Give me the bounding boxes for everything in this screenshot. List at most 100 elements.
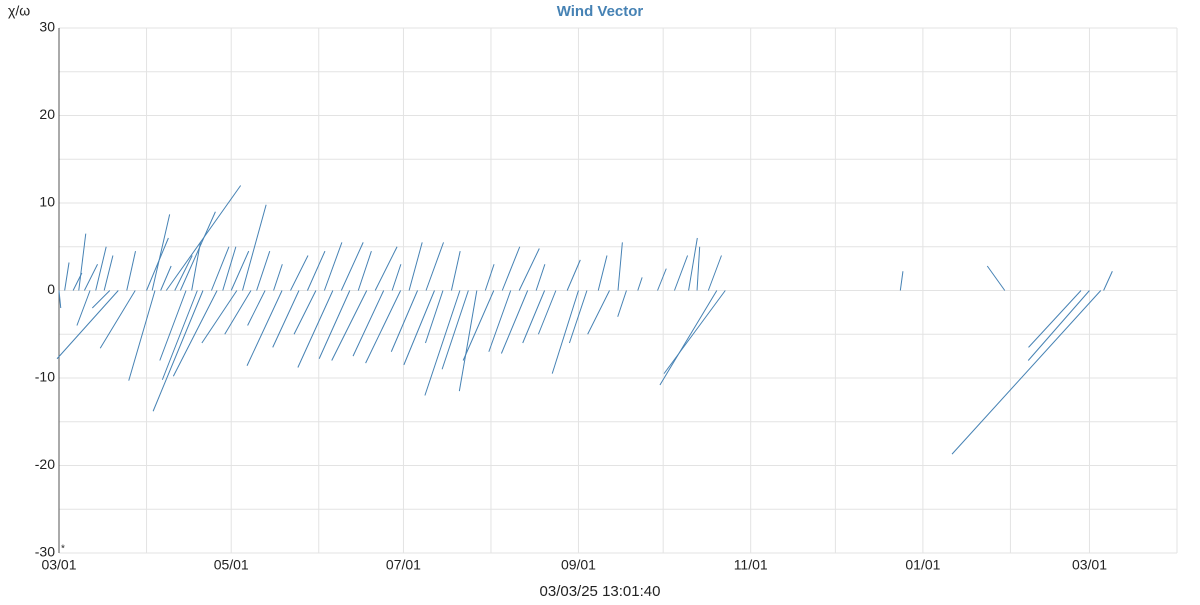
wind-vector <box>659 290 718 386</box>
x-tick-label: 09/01 <box>561 557 596 573</box>
x-tick-label: 01/01 <box>905 557 940 573</box>
y-tick-label: -20 <box>35 456 55 472</box>
wind-vector <box>986 265 1006 291</box>
wind-vector <box>688 237 698 291</box>
wind-vector <box>597 255 608 291</box>
wind-vector <box>450 251 461 291</box>
y-tick-label: -10 <box>35 369 55 385</box>
wind-vector <box>696 246 701 291</box>
x-tick-label: 03/01 <box>41 557 76 573</box>
wind-vector <box>331 290 368 361</box>
wind-vector <box>617 242 623 291</box>
wind-vector <box>91 290 111 309</box>
wind-vector <box>224 290 252 335</box>
wind-vector <box>352 290 385 357</box>
y-tick-label: 30 <box>39 19 55 35</box>
wind-vector <box>462 290 495 361</box>
wind-vector <box>1027 290 1090 361</box>
y-axis-label: χ/ω <box>8 3 30 19</box>
wind-vector <box>537 290 557 335</box>
wind-vector <box>179 211 216 291</box>
wind-vector <box>323 242 343 291</box>
wind-vector <box>64 262 70 291</box>
wind-vector <box>1028 290 1082 348</box>
wind-vector <box>484 264 495 291</box>
wind-vector <box>152 290 204 412</box>
wind-vector <box>242 204 267 291</box>
wind-vector <box>403 290 435 366</box>
wind-vector <box>272 290 300 348</box>
wind-vector <box>191 242 201 291</box>
wind-vector <box>566 259 581 291</box>
wind-vector <box>357 250 372 291</box>
wind-vector <box>458 290 478 392</box>
wind-vector <box>390 290 419 352</box>
wind-vector <box>99 290 136 349</box>
wind-vector <box>126 251 136 291</box>
wind-vector <box>76 290 91 326</box>
wind-vector <box>222 246 237 291</box>
wind-vector <box>172 290 218 377</box>
x-axis-label: 03/03/25 13:01:40 <box>540 583 661 600</box>
wind-vector <box>103 255 114 291</box>
wind-vector <box>951 290 1102 455</box>
wind-vector <box>210 246 230 291</box>
wind-vector <box>1103 271 1113 291</box>
wind-vector <box>174 255 193 291</box>
wind-vector <box>551 290 579 374</box>
wind-vector <box>58 290 62 309</box>
wind-vector <box>501 246 521 291</box>
wind-vector <box>488 290 512 352</box>
wind-vector <box>424 290 461 396</box>
wind-vector <box>293 290 317 335</box>
x-tick-label: 03/01 <box>1072 557 1107 573</box>
wind-vector <box>78 233 87 291</box>
wind-vector <box>246 290 283 366</box>
wind-vector <box>637 277 643 291</box>
wind-vector <box>247 290 266 326</box>
wind-vector <box>290 255 309 291</box>
wind-vector <box>617 290 627 317</box>
wind-vector <box>83 264 98 291</box>
wind-vector <box>56 290 119 360</box>
wind-vector <box>306 250 326 291</box>
wind-vector <box>500 290 529 354</box>
x-tick-label: 07/01 <box>386 557 421 573</box>
y-tick-label: -30 <box>35 544 55 560</box>
wind-vector <box>159 290 187 361</box>
wind-vector <box>707 255 722 291</box>
wind-vector <box>408 242 423 291</box>
wind-vector <box>340 242 364 291</box>
wind-vector <box>256 250 271 291</box>
wind-vector <box>128 290 156 381</box>
wind-vector <box>657 268 667 291</box>
wind-vector <box>424 290 444 344</box>
wind-vector <box>441 290 469 370</box>
chart-title: Wind Vector <box>557 3 644 20</box>
wind-vector <box>161 290 198 380</box>
wind-vector <box>663 290 726 374</box>
wind-vector <box>230 250 250 291</box>
wind-vector <box>160 265 172 291</box>
wind-vector <box>673 255 689 291</box>
y-tick-label: 0 <box>47 281 55 297</box>
wind-vector <box>146 237 169 291</box>
x-tick-label: 11/01 <box>734 557 768 573</box>
wind-vector <box>899 271 904 291</box>
y-tick-label: 10 <box>39 194 55 210</box>
wind-vector <box>318 290 351 359</box>
wind-vector <box>522 290 546 344</box>
wind-vector <box>391 264 402 291</box>
wind-vector <box>95 246 107 291</box>
wind-vector <box>151 214 171 291</box>
wind-vector <box>297 290 334 368</box>
wind-vector <box>535 264 546 291</box>
note: * <box>61 544 65 555</box>
wind-vector <box>425 242 444 291</box>
wind-vector <box>568 290 588 344</box>
x-tick-label: 05/01 <box>214 557 249 573</box>
wind-vector <box>518 248 540 291</box>
wind-vector <box>587 290 610 335</box>
y-tick-label: 20 <box>39 106 55 122</box>
